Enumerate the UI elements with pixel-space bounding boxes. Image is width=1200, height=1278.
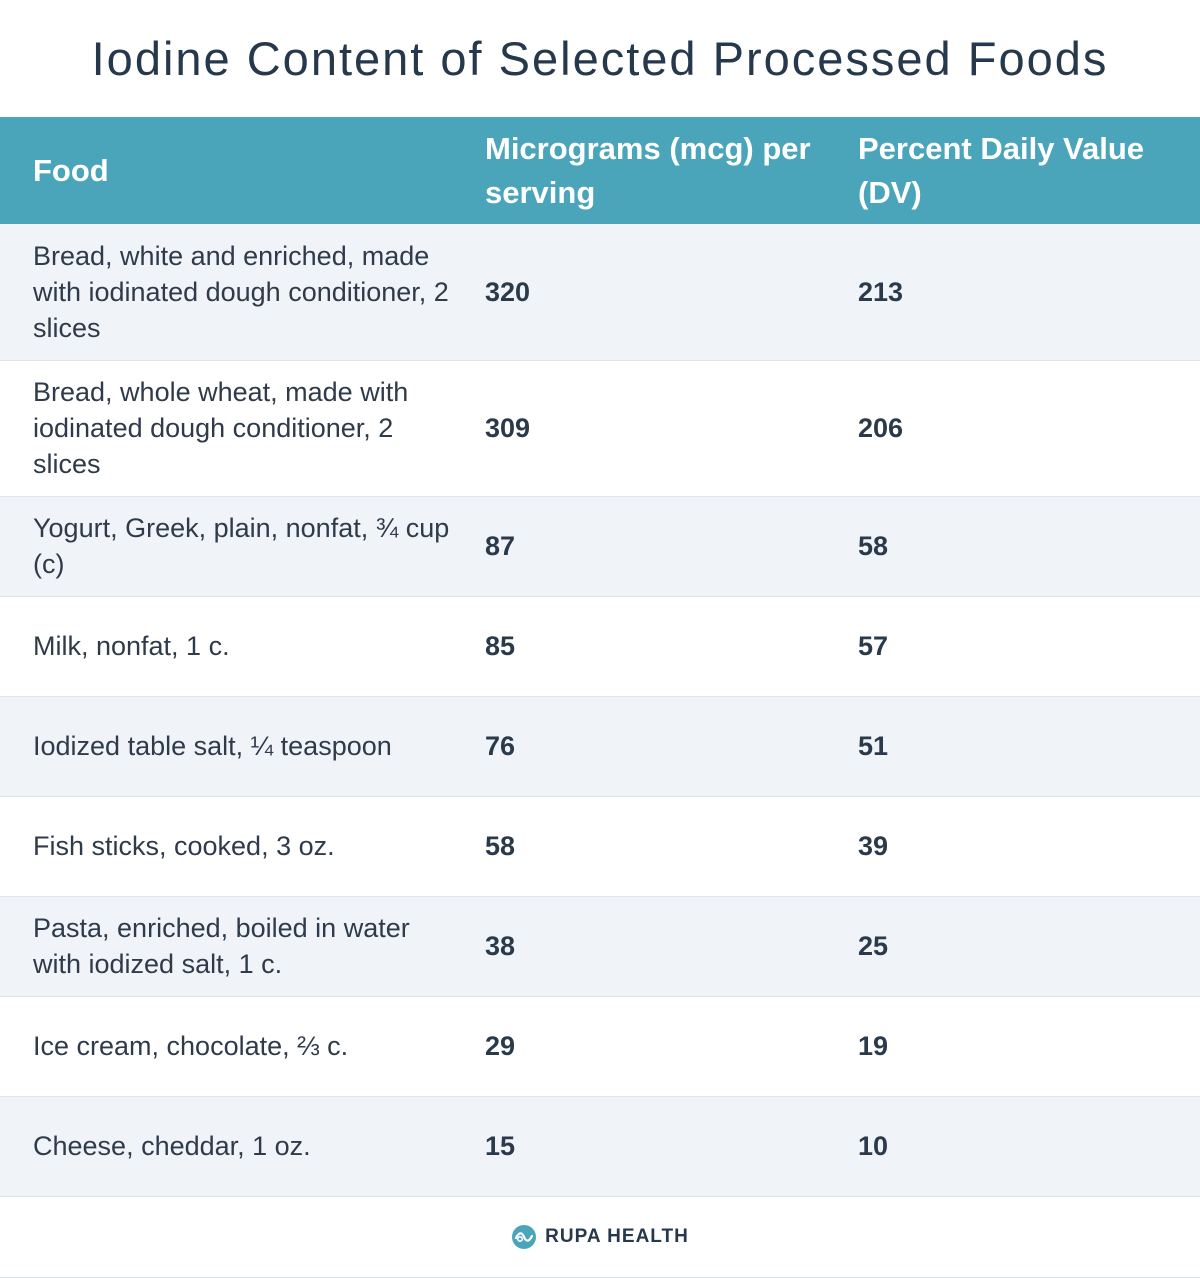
mcg-cell: 15 (485, 1131, 516, 1161)
mcg-cell: 85 (485, 631, 516, 661)
table-row: Fish sticks, cooked, 3 oz. 58 39 (0, 796, 1200, 896)
table-row: Milk, nonfat, 1 c. 85 57 (0, 596, 1200, 696)
food-cell: Ice cream, chocolate, ⅔ c. (33, 1031, 349, 1061)
dv-cell: 39 (858, 831, 889, 861)
mcg-cell: 309 (485, 413, 531, 443)
food-cell: Bread, whole wheat, made with iodinated … (33, 377, 409, 479)
mcg-cell: 29 (485, 1031, 516, 1061)
food-cell: Fish sticks, cooked, 3 oz. (33, 831, 335, 861)
column-header-dv: Percent Daily Value (DV) (858, 130, 1145, 210)
dv-cell: 10 (858, 1131, 889, 1161)
mcg-cell: 58 (485, 831, 516, 861)
dv-cell: 58 (858, 531, 889, 561)
table-row: Iodized table salt, ¼ teaspoon 76 51 (0, 696, 1200, 796)
table-row: Cheese, cheddar, 1 oz. 15 10 (0, 1096, 1200, 1196)
food-cell: Pasta, enriched, boiled in water with io… (33, 913, 410, 979)
column-header-food: Food (33, 152, 109, 188)
food-cell: Cheese, cheddar, 1 oz. (33, 1131, 311, 1161)
food-cell: Iodized table salt, ¼ teaspoon (33, 731, 392, 761)
mcg-cell: 76 (485, 731, 516, 761)
brand-name: RUPA HEALTH (545, 1225, 689, 1247)
table-row: Bread, white and enriched, made with iod… (0, 224, 1200, 360)
column-header-mcg: Micrograms (mcg) per serving (485, 130, 811, 210)
table-row: Ice cream, chocolate, ⅔ c. 29 19 (0, 996, 1200, 1096)
table-header-row: Food Micrograms (mcg) per serving Percen… (0, 117, 1200, 224)
dv-cell: 19 (858, 1031, 889, 1061)
food-cell: Milk, nonfat, 1 c. (33, 631, 230, 661)
dv-cell: 206 (858, 413, 904, 443)
rupa-health-logo-icon (511, 1224, 537, 1250)
dv-cell: 25 (858, 931, 889, 961)
footer-brand: RUPA HEALTH (0, 1197, 1200, 1278)
dv-cell: 213 (858, 276, 904, 307)
dv-cell: 57 (858, 631, 889, 661)
page-title: Iodine Content of Selected Processed Foo… (91, 32, 1109, 85)
mcg-cell: 38 (485, 931, 516, 961)
table-row: Pasta, enriched, boiled in water with io… (0, 896, 1200, 996)
table-row: Yogurt, Greek, plain, nonfat, ¾ cup (c) … (0, 496, 1200, 596)
mcg-cell: 320 (485, 276, 531, 307)
iodine-table: Food Micrograms (mcg) per serving Percen… (0, 117, 1200, 1197)
mcg-cell: 87 (485, 531, 516, 561)
food-cell: Bread, white and enriched, made with iod… (33, 240, 449, 343)
food-cell: Yogurt, Greek, plain, nonfat, ¾ cup (c) (33, 513, 450, 579)
table-row: Bread, whole wheat, made with iodinated … (0, 360, 1200, 496)
dv-cell: 51 (858, 731, 889, 761)
